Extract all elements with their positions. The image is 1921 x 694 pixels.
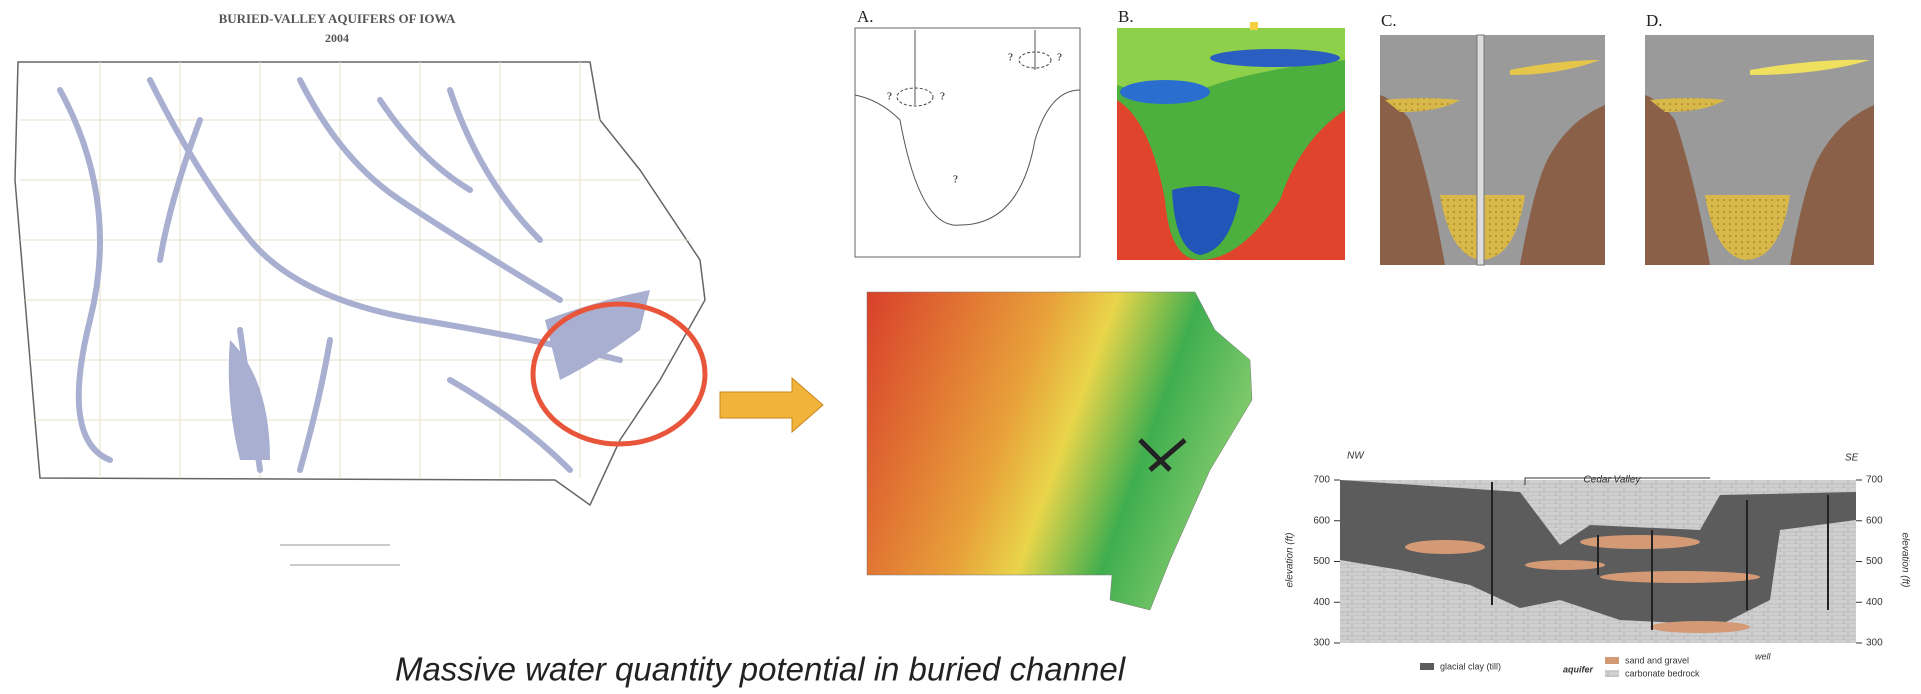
panel-c [1380, 35, 1605, 265]
arrow [720, 378, 823, 432]
panel-d [1645, 35, 1874, 265]
tick-label: 700 [1866, 475, 1883, 486]
elevation-map [867, 292, 1252, 610]
panel-label: A. [857, 7, 874, 26]
slide: BURIED-VALLEY AQUIFERS OF IOWA 2004 A. B… [0, 0, 1921, 689]
valley-label: Cedar Valley [1584, 475, 1642, 486]
tick-label: 300 [1313, 638, 1330, 649]
tick-label: 700 [1313, 475, 1330, 486]
legend-label: sand and gravel [1625, 655, 1689, 665]
legend: glacial clay (till) aquifer sand and gra… [1420, 651, 1772, 678]
tick-label: 400 [1866, 597, 1883, 608]
axis-label: elevation (ft) [1285, 532, 1296, 587]
axis-label: elevation (ft) [1899, 532, 1910, 587]
direction-label: NW [1347, 451, 1365, 462]
panel-a: ? ? ? ? ? [855, 28, 1080, 257]
map-subtitle: 2004 [325, 31, 349, 45]
question-mark: ? [940, 91, 945, 103]
tick-label: 500 [1313, 556, 1330, 567]
iowa-map [15, 62, 705, 505]
legend-label: aquifer [1563, 664, 1594, 674]
panel-label: D. [1646, 11, 1663, 30]
direction-label: SE [1845, 453, 1859, 464]
panel-b [1117, 22, 1345, 260]
legend-label: carbonate bedrock [1625, 668, 1700, 678]
tick-label: 600 [1866, 515, 1883, 526]
map-title: BURIED-VALLEY AQUIFERS OF IOWA [219, 11, 456, 26]
tick-label: 400 [1313, 597, 1330, 608]
question-mark: ? [1057, 52, 1062, 64]
scale-bar [280, 545, 400, 565]
tick-label: 500 [1866, 556, 1883, 567]
tick-label: 600 [1313, 515, 1330, 526]
caption: Massive water quantity potential in buri… [395, 651, 1127, 688]
question-mark: ? [953, 174, 958, 186]
legend-label: glacial clay (till) [1440, 661, 1501, 671]
panel-label: C. [1381, 11, 1397, 30]
legend-label: well [1755, 651, 1772, 661]
tick-label: 300 [1866, 638, 1883, 649]
panel-label: B. [1118, 7, 1134, 26]
cross-section [1340, 478, 1856, 643]
question-mark: ? [887, 91, 892, 103]
question-mark: ? [1008, 52, 1013, 64]
